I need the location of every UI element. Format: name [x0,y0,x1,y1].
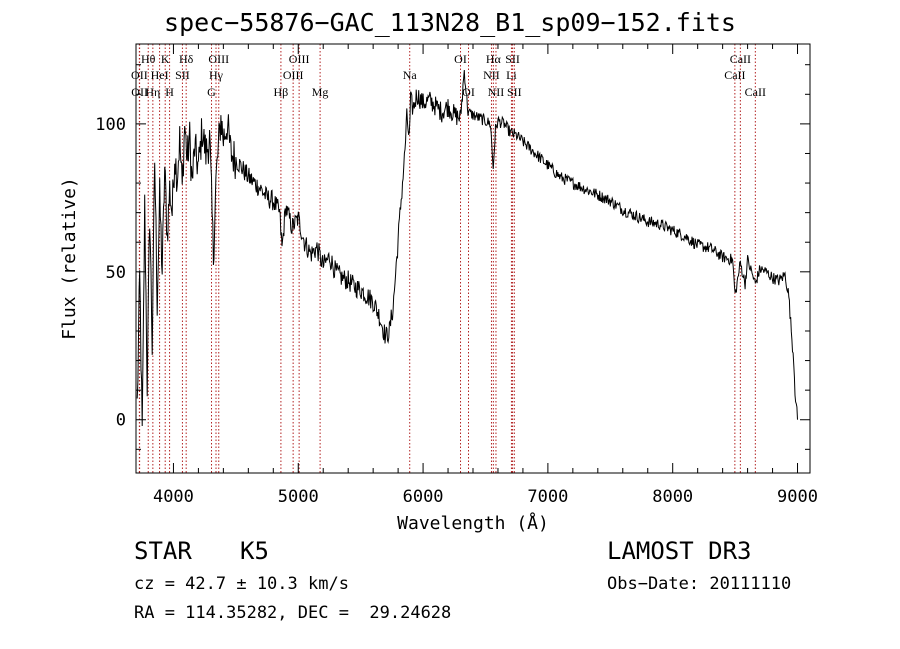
line-marker-label: Hβ [274,85,289,99]
x-tick-label: 6000 [403,487,444,507]
line-marker-label: SII [505,52,520,66]
y-tick-label: 50 [106,263,126,283]
obs-date-line: Obs−Date: 20111110 [607,574,792,594]
y-axis: 0 50 100 [95,64,810,450]
x-tick-label: 9000 [777,487,818,507]
line-marker-label: G [207,85,216,99]
x-axis: 4000 5000 6000 7000 8000 9000 [153,44,818,507]
line-marker-label: OIII [289,52,310,66]
x-tick-label: 4000 [153,487,194,507]
line-marker-label: Mg [312,85,329,99]
line-markers [138,44,756,473]
x-axis-label: Wavelength (Å) [397,512,549,534]
chart-title: spec−55876−GAC_113N28_B1_sp09−152.fits [164,8,736,37]
redshift-line: cz = 42.7 ± 10.3 km/s [134,574,349,594]
y-tick-label: 0 [116,411,126,431]
flux-series-line [136,69,798,427]
x-tick-label: 7000 [527,487,568,507]
line-marker-label: NII [488,85,505,99]
x-tick-label: 8000 [652,487,693,507]
line-marker-label: CaII [745,85,766,99]
line-marker-label: NII [483,68,500,82]
line-marker-label: K [161,52,170,66]
subclass: K5 [240,537,269,565]
line-marker-label: OIII [283,68,304,82]
line-marker-label: CaII [724,68,745,82]
line-marker-label: Hδ [179,52,194,66]
line-marker-label: SII [507,85,522,99]
line-marker-label: HeI [151,68,169,82]
data-release: LAMOST DR3 [607,537,752,565]
line-marker-label: CaII [730,52,751,66]
line-marker-label: Hα [486,52,502,66]
plot-frame [135,43,811,474]
x-tick-label: 5000 [278,487,319,507]
line-marker-label: Hγ [209,68,224,82]
line-marker-label: Na [403,68,418,82]
object-class: STAR [134,537,192,565]
line-marker-label: OI [462,85,475,99]
line-marker-label: OII [131,85,148,99]
y-axis-label: Flux (relative) [59,177,80,340]
line-marker-label: Hη [145,85,160,99]
line-marker-label: OIII [208,52,229,66]
line-marker-label: Hθ [141,52,156,66]
radec-line: RA = 114.35282, DEC = 29.24628 [134,603,452,623]
line-marker-label: H [165,85,174,99]
y-tick-label: 100 [95,115,126,135]
line-marker-label: Li [506,68,517,82]
line-marker-label: SII [175,68,190,82]
series-group [136,69,798,427]
line-marker-label: OII [131,68,148,82]
line-marker-label: OI [454,52,467,66]
